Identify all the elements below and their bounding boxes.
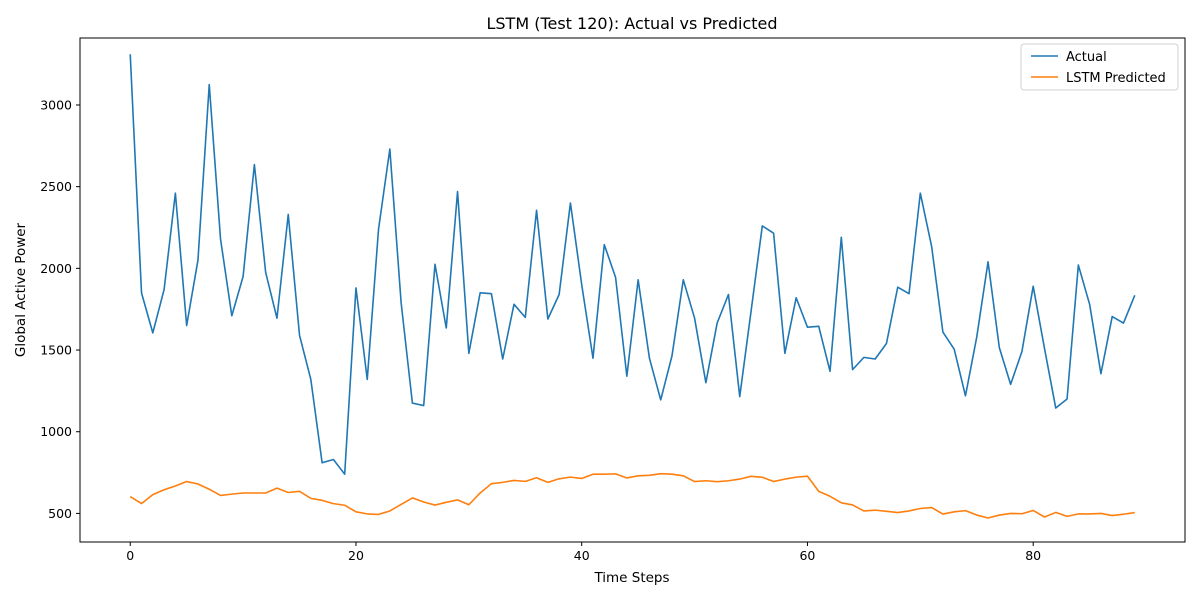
x-axis: 0 20 40 60 80	[126, 542, 1041, 563]
x-tick-label: 80	[1025, 548, 1041, 563]
series-line-lstm-predicted	[129, 472, 1135, 519]
y-tick-label: 500	[48, 506, 72, 521]
x-tick-label: 20	[348, 548, 364, 563]
y-axis-title: Global Active Power	[13, 222, 29, 357]
legend-label-actual: Actual	[1066, 50, 1107, 65]
legend-label-predicted: LSTM Predicted	[1066, 71, 1166, 86]
y-tick-label: 1500	[40, 343, 72, 358]
y-tick-label: 2500	[40, 179, 72, 194]
plot-frame	[79, 37, 1186, 543]
x-tick-label: 40	[574, 548, 590, 563]
x-tick-label: 60	[799, 548, 815, 563]
chart-title: LSTM (Test 120): Actual vs Predicted	[486, 14, 777, 33]
y-tick-label: 3000	[40, 97, 72, 112]
series-line-actual	[129, 54, 1136, 475]
plot-lines	[129, 54, 1136, 519]
x-tick-label: 0	[126, 548, 134, 563]
legend: Actual LSTM Predicted	[1020, 43, 1179, 91]
legend-frame	[1020, 43, 1179, 91]
y-tick-label: 1000	[40, 424, 72, 439]
x-axis-title: Time Steps	[593, 570, 669, 586]
y-axis: 500 1000 1500 2000 2500 3000	[40, 97, 80, 521]
y-tick-label: 2000	[40, 261, 72, 276]
